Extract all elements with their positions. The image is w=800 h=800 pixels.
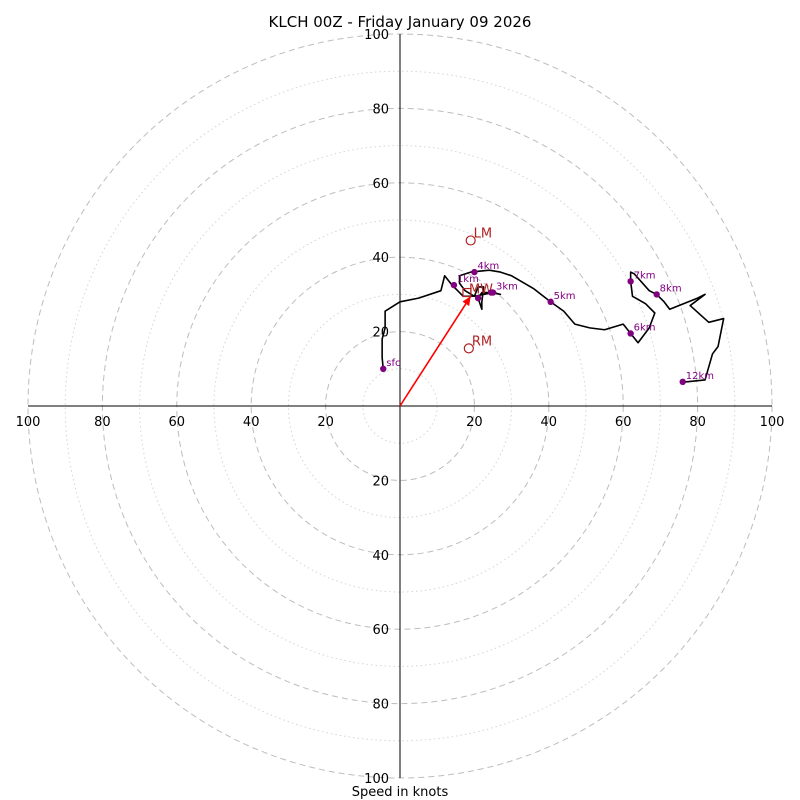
y-tick-label: 60 bbox=[372, 623, 389, 638]
x-axis-label: Speed in knots bbox=[352, 785, 449, 800]
height-marker-point bbox=[380, 365, 387, 372]
storm-motions: LM RM bbox=[463, 226, 492, 354]
height-markers: sfc 1km 3km 4km 5km 6km 7km 8km 12km bbox=[380, 261, 714, 386]
height-marker-label: 8km bbox=[660, 283, 682, 294]
height-marker-point bbox=[627, 330, 634, 337]
height-marker-point bbox=[474, 294, 482, 302]
x-tick-label: 80 bbox=[94, 415, 111, 430]
y-tick-label: 40 bbox=[372, 549, 389, 564]
y-tick-label: 60 bbox=[372, 177, 389, 192]
y-tick-label: 20 bbox=[372, 326, 389, 341]
storm-motion-label: LM bbox=[474, 226, 492, 241]
y-tick-label: 100 bbox=[364, 28, 389, 43]
x-tick-label: 20 bbox=[466, 415, 483, 430]
mean-wind-marker bbox=[462, 287, 472, 298]
x-tick-label: 40 bbox=[541, 415, 558, 430]
height-marker-point bbox=[653, 291, 660, 298]
height-marker-point bbox=[471, 268, 478, 276]
height-marker-label: sfc bbox=[386, 358, 400, 369]
y-tick-label: 20 bbox=[372, 474, 389, 489]
height-marker-point bbox=[679, 378, 686, 386]
x-tick-label: 40 bbox=[243, 415, 260, 430]
height-marker-label: 6km bbox=[634, 322, 656, 333]
height-marker-point bbox=[547, 298, 554, 306]
chart-title: KLCH 00Z - Friday January 09 2026 bbox=[269, 13, 532, 31]
height-marker-point bbox=[489, 289, 497, 296]
storm-motion-label: RM bbox=[472, 334, 492, 349]
x-tick-label: 100 bbox=[760, 415, 785, 430]
shear-vector-line bbox=[399, 295, 472, 407]
hodograph-trace: MW bbox=[381, 269, 725, 383]
height-marker-label: 4km bbox=[477, 261, 499, 272]
y-tick-label: 40 bbox=[372, 251, 389, 266]
x-tick-label: 60 bbox=[615, 415, 632, 430]
y-tick-label: 100 bbox=[364, 772, 389, 787]
y-tick-label: 80 bbox=[372, 102, 389, 117]
y-tick-label: 80 bbox=[372, 698, 389, 713]
x-tick-label: 60 bbox=[169, 415, 186, 430]
tick-labels: 100 100 80 80 60 60 40 40 20 20 20 20 40 40 60 60 80 80 10… bbox=[16, 28, 785, 787]
height-marker-label: 12km bbox=[686, 371, 714, 382]
wind-trace-line bbox=[381, 269, 725, 383]
shear-vector-arrowhead bbox=[462, 296, 471, 306]
height-marker-label: 7km bbox=[634, 270, 656, 281]
height-marker-point bbox=[450, 281, 458, 289]
x-tick-label: 80 bbox=[689, 415, 706, 430]
height-marker-label: 1km bbox=[457, 274, 479, 285]
x-tick-label: 100 bbox=[16, 415, 41, 430]
x-tick-label: 20 bbox=[317, 415, 334, 430]
height-marker-label: 5km bbox=[554, 291, 576, 302]
storm-motion-marker bbox=[465, 235, 476, 246]
shear-vector bbox=[399, 295, 472, 407]
height-marker-point bbox=[627, 278, 634, 285]
mean-wind-label: MW bbox=[469, 283, 493, 298]
height-marker-label: 3km bbox=[496, 282, 518, 293]
storm-motion-marker bbox=[463, 343, 474, 354]
